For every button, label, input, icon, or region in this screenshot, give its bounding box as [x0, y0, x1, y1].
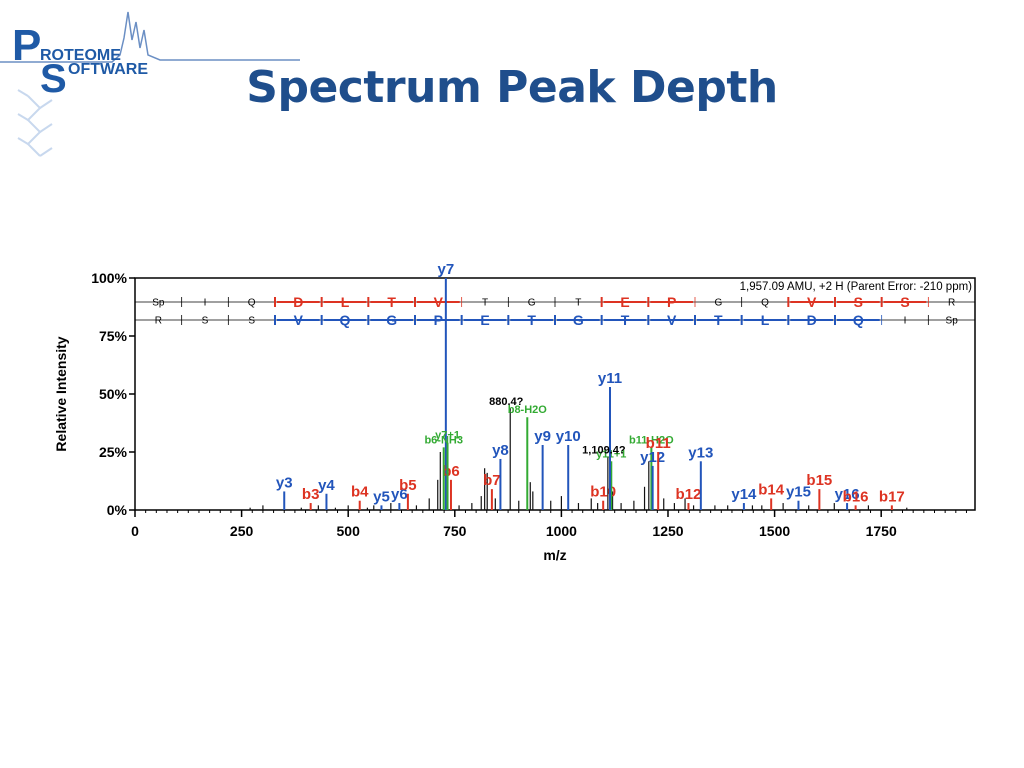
peak-label-b6: b6 — [442, 463, 460, 480]
logo-wave-icon — [0, 11, 300, 63]
peak-label-b5: b5 — [399, 477, 417, 494]
y-ladder-residue: V — [294, 312, 304, 328]
peak-label-b8-H2O: b8-H2O — [508, 404, 548, 416]
y-ladder-residue: S — [248, 316, 255, 327]
peak-label-y7+1: y7+1 — [435, 430, 460, 442]
b-ladder-residue: L — [341, 294, 350, 310]
b-ladder-residue: Q — [761, 298, 769, 309]
b-ladder-residue: V — [807, 294, 817, 310]
plot-area: 0% 25% 50% 75% 100% 0 250 500 750 1000 1250 1500 175… — [91, 261, 976, 539]
spectrum-chart: 0% 25% 50% 75% 100% 0 250 500 750 1000 1250 1500 175… — [53, 261, 976, 563]
peak-label-y11+1: y11+1 — [596, 448, 626, 460]
peak-label-b15: b15 — [806, 472, 832, 489]
peak-label-y15: y15 — [786, 484, 811, 501]
y-ladder-residue: Q — [853, 312, 864, 328]
peak-label-b12: b12 — [676, 486, 702, 503]
y-ladder-residue: L — [761, 312, 770, 328]
y-axis-label: Relative Intensity — [53, 336, 69, 451]
peak-label-y9: y9 — [534, 428, 551, 445]
y-ladder-residue: S — [202, 316, 209, 327]
b-ladder-residue: Q — [248, 298, 256, 309]
y-ladder-residue: T — [527, 312, 536, 328]
x-tick-label: 1500 — [759, 523, 790, 539]
x-tick-label: 1750 — [866, 523, 897, 539]
x-tick-label: 1250 — [652, 523, 683, 539]
b-ladder-residue: G — [714, 298, 722, 309]
b-ladder-residue: T — [387, 294, 396, 310]
b-ladder-residue: V — [434, 294, 444, 310]
y-ladder-residue: V — [667, 312, 677, 328]
y-tick-label: 75% — [99, 328, 128, 344]
logo-letter-p: P — [12, 21, 41, 70]
y-ladder-residue: D — [807, 312, 817, 328]
peak-label-y10: y10 — [556, 428, 581, 445]
y-ladder-residue: T — [621, 312, 630, 328]
y-ladder-residue: P — [434, 312, 443, 328]
y-ladder-residue: T — [714, 312, 723, 328]
proteome-software-logo: P ROTEOME S OFTWARE — [0, 11, 300, 157]
peak-label-y6: y6 — [391, 486, 408, 503]
b-ladder-residue: Sp — [152, 298, 165, 309]
y-ladder-residue: G — [573, 312, 584, 328]
x-tick-label: 250 — [230, 523, 254, 539]
b-ladder-residue: T — [482, 298, 488, 309]
b-ladder-residue: D — [293, 294, 303, 310]
plot-frame — [134, 277, 976, 511]
peak-label-b11-H2O: b11-H2O — [629, 434, 674, 446]
x-tick-label: 750 — [443, 523, 467, 539]
peak-label-b17: b17 — [879, 488, 905, 505]
peak-label-y13: y13 — [688, 444, 713, 461]
peak-label-y5: y5 — [373, 488, 390, 505]
logo-word-proteome: ROTEOME — [40, 47, 121, 64]
b-ladder-residue: I — [204, 298, 207, 309]
b-ladder-residue: R — [948, 298, 955, 309]
y-ladder-residue: Q — [340, 312, 351, 328]
b-ladder-residue: T — [575, 298, 581, 309]
y-ladder-residue: I — [904, 316, 907, 327]
y-tick-label: 100% — [91, 270, 127, 286]
peak-label-b14: b14 — [758, 481, 785, 498]
y-ladder-residue: G — [386, 312, 397, 328]
peak-label-y14: y14 — [731, 486, 757, 503]
b-ladder-residue: P — [667, 294, 676, 310]
peak-label-b7: b7 — [483, 472, 501, 489]
peak-label-y7: y7 — [437, 261, 454, 278]
x-tick-label: 500 — [337, 523, 361, 539]
y-ladder-residue: Sp — [946, 316, 959, 327]
b-ladder-residue: S — [854, 294, 863, 310]
logo-word-software: OFTWARE — [68, 61, 148, 78]
b-ladder-residue: S — [900, 294, 909, 310]
peak-label-b11: b11 — [646, 435, 671, 452]
mass-label: 880.4? — [489, 396, 524, 408]
b-ladder-residue: E — [620, 294, 629, 310]
y-ladder-residue: R — [155, 316, 162, 327]
peak-label-b6-NH3: b6-NH3 — [424, 434, 463, 446]
peak-label-y8: y8 — [492, 442, 509, 459]
x-axis-label: m/z — [543, 547, 566, 563]
mass-label: 1,109.4? — [582, 445, 626, 457]
peak-label-y3: y3 — [276, 474, 293, 491]
x-tick-label: 0 — [131, 523, 139, 539]
y-tick-label: 0% — [107, 502, 128, 518]
logo-molecule-icon — [17, 89, 53, 157]
logo-letter-s: S — [40, 57, 67, 101]
peak-label-y16: y16 — [835, 486, 860, 503]
peak-label-b4: b4 — [351, 484, 369, 501]
y-tick-label: 25% — [99, 444, 128, 460]
peak-label-y4: y4 — [318, 477, 335, 494]
parent-mass-annotation: 1,957.09 AMU, +2 H (Parent Error: -210 p… — [740, 281, 973, 293]
b-ladder-residue: G — [528, 298, 536, 309]
slide-title: Spectrum Peak Depth — [246, 62, 778, 113]
y-ladder-residue: E — [480, 312, 489, 328]
peak-label-b16: b16 — [843, 488, 869, 505]
peak-label-y11: y11 — [598, 370, 622, 387]
x-tick-label: 1000 — [546, 523, 577, 539]
peak-label-b3: b3 — [302, 486, 320, 503]
y-tick-label: 50% — [99, 386, 128, 402]
